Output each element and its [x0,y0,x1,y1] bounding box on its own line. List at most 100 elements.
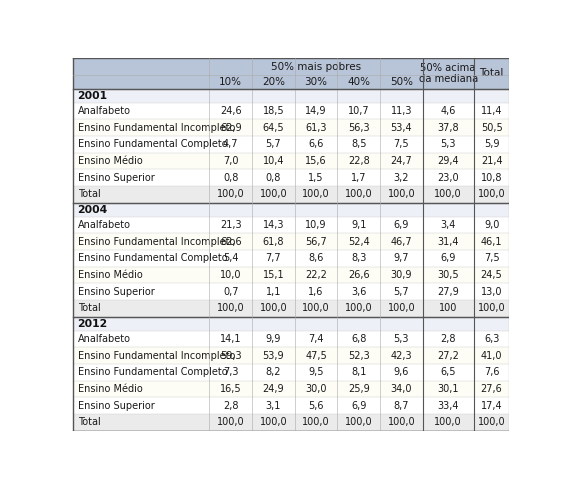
Bar [474,348,509,364]
Text: 6,8: 6,8 [351,334,366,344]
Text: 26,6: 26,6 [348,270,370,280]
Bar [423,169,474,186]
Text: 10,9: 10,9 [305,220,327,230]
Text: 27,9: 27,9 [438,287,459,297]
Bar [474,153,509,169]
Text: 100,0: 100,0 [302,417,330,427]
Text: 100,0: 100,0 [260,190,287,199]
Bar [474,381,509,397]
Text: Analfabeto: Analfabeto [78,334,131,344]
Text: Ensino Superior: Ensino Superior [78,173,155,183]
Text: 8,1: 8,1 [351,367,366,378]
Text: 7,5: 7,5 [393,139,409,150]
Text: 13,0: 13,0 [481,287,503,297]
Text: 50,5: 50,5 [481,123,503,133]
Bar [474,103,509,120]
Bar [252,284,295,300]
Text: 56,3: 56,3 [348,123,370,133]
Bar [209,58,423,75]
Bar [252,267,295,284]
Text: 17,4: 17,4 [481,401,503,411]
Text: Total: Total [78,190,101,199]
Bar [73,317,509,331]
Text: 6,9: 6,9 [440,254,456,263]
Text: 30%: 30% [305,77,328,87]
Bar [380,186,423,203]
Text: 53,4: 53,4 [391,123,412,133]
Text: 15,1: 15,1 [263,270,284,280]
Bar [423,381,474,397]
Bar [73,103,209,120]
Bar [73,348,209,364]
Bar [380,217,423,233]
Text: 1,5: 1,5 [308,173,324,183]
Bar [295,267,337,284]
Bar [252,75,295,89]
Bar [423,397,474,414]
Text: 59,3: 59,3 [220,351,242,361]
Text: 1,6: 1,6 [308,287,324,297]
Text: 33,4: 33,4 [438,401,459,411]
Bar [337,414,380,431]
Text: 8,3: 8,3 [351,254,366,263]
Bar [337,153,380,169]
Text: 6,9: 6,9 [393,220,409,230]
Text: 16,5: 16,5 [220,384,242,394]
Bar [380,169,423,186]
Bar [380,136,423,153]
Text: Ensino Médio: Ensino Médio [78,156,143,166]
Text: 30,0: 30,0 [305,384,327,394]
Text: Ensino Fundamental Incompleto: Ensino Fundamental Incompleto [78,237,235,247]
Text: 100,0: 100,0 [388,417,415,427]
Bar [73,364,209,381]
Bar [380,75,423,89]
Text: 24,9: 24,9 [263,384,284,394]
Bar [337,136,380,153]
Bar [209,348,252,364]
Text: 27,2: 27,2 [438,351,459,361]
Text: 100,0: 100,0 [434,417,462,427]
Bar [337,348,380,364]
Bar [209,217,252,233]
Bar [423,267,474,284]
Text: 61,3: 61,3 [305,123,327,133]
Text: 62,9: 62,9 [220,123,242,133]
Text: 9,7: 9,7 [393,254,409,263]
Bar [73,331,209,348]
Text: 7,0: 7,0 [223,156,238,166]
Text: 0,8: 0,8 [265,173,281,183]
Text: 100,0: 100,0 [345,417,372,427]
Bar [209,120,252,136]
Text: 6,3: 6,3 [484,334,499,344]
Text: 27,6: 27,6 [481,384,503,394]
Bar [380,267,423,284]
Text: 3,2: 3,2 [393,173,409,183]
Bar [474,233,509,250]
Bar [252,120,295,136]
Bar [337,397,380,414]
Text: 8,6: 8,6 [308,254,324,263]
Bar [337,284,380,300]
Bar [423,103,474,120]
Bar [73,397,209,414]
Bar [337,186,380,203]
Text: 50% acima
da mediana: 50% acima da mediana [418,63,478,84]
Bar [474,120,509,136]
Bar [337,233,380,250]
Text: 14,3: 14,3 [263,220,284,230]
Text: 62,6: 62,6 [220,237,242,247]
Text: 7,4: 7,4 [308,334,324,344]
Bar [295,414,337,431]
Bar [295,381,337,397]
Text: 100,0: 100,0 [388,303,415,314]
Bar [295,331,337,348]
Bar [474,364,509,381]
Bar [73,58,209,75]
Bar [423,414,474,431]
Text: 8,2: 8,2 [265,367,281,378]
Bar [295,75,337,89]
Text: 34,0: 34,0 [391,384,412,394]
Bar [73,89,509,103]
Bar [209,153,252,169]
Bar [209,250,252,267]
